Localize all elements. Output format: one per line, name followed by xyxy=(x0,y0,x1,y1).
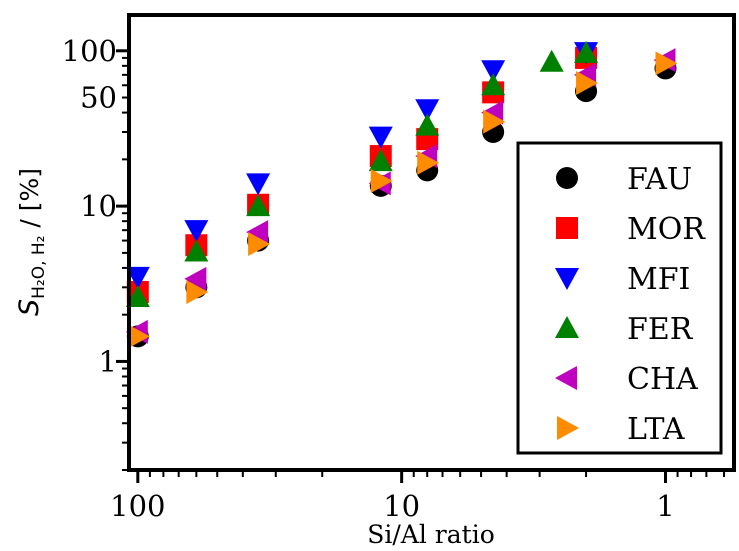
point-lta xyxy=(370,169,393,194)
legend-entry-fer: FER xyxy=(555,312,694,347)
point-fer xyxy=(574,40,599,63)
y-axis-label-unit: / [%] xyxy=(15,168,44,236)
point-fer xyxy=(125,284,150,307)
point-lta xyxy=(483,109,506,134)
legend-marker-mfi xyxy=(555,268,579,290)
legend-label-lta: LTA xyxy=(627,412,685,447)
point-fer xyxy=(184,239,209,262)
point-mfi xyxy=(415,99,440,122)
series-mfi xyxy=(125,42,599,289)
y-tick-label: 50 xyxy=(80,81,117,115)
plot-frame xyxy=(127,13,736,472)
x-axis-label: Si/Al ratio xyxy=(367,520,495,549)
y-axis-label-symbol: S xyxy=(14,299,45,316)
legend-marker-cha xyxy=(555,366,577,390)
point-lta xyxy=(576,71,599,96)
legend-entry-mfi: MFI xyxy=(555,262,690,297)
point-lta xyxy=(186,279,209,304)
x-tick-label: 10 xyxy=(383,489,420,523)
legend-marker-lta xyxy=(557,416,579,440)
legend-marker-mor xyxy=(556,217,578,239)
point-fer xyxy=(415,113,440,136)
y-tick-label: 100 xyxy=(62,34,117,68)
legend-label-fer: FER xyxy=(627,312,694,347)
point-mfi xyxy=(125,266,150,289)
point-mfi xyxy=(368,126,393,149)
x-tick-label: 1 xyxy=(656,489,674,523)
legend-entry-lta: LTA xyxy=(557,412,685,447)
point-mfi xyxy=(481,60,506,83)
y-axis-label: SH₂O, H₂ / [%] xyxy=(14,168,49,316)
legend-marker-fer xyxy=(555,316,579,338)
legend-entry-cha: CHA xyxy=(555,362,698,397)
point-mfi xyxy=(246,173,271,196)
point-cha xyxy=(246,220,269,245)
legend-marker-fau xyxy=(556,167,578,189)
point-lta xyxy=(248,232,271,257)
legend-frame xyxy=(516,141,723,455)
legend: FAU MOR MFI FER CHA LTA xyxy=(516,141,723,455)
point-mfi xyxy=(184,220,209,243)
x-tick-label: 100 xyxy=(110,489,165,523)
axis-ticks: 100 10 1 1 10 50 100 xyxy=(62,34,726,523)
point-cha xyxy=(184,266,207,291)
point-fer xyxy=(246,194,271,217)
legend-label-mor: MOR xyxy=(627,212,706,247)
point-lta xyxy=(655,51,678,76)
point-lta xyxy=(127,324,150,349)
point-fer xyxy=(539,49,564,72)
series-fer xyxy=(125,40,599,307)
point-lta xyxy=(417,150,440,175)
legend-entry-mor: MOR xyxy=(556,212,706,247)
series-lta xyxy=(127,51,678,349)
y-axis-label-subscript: H₂O, H₂ xyxy=(29,236,49,299)
legend-label-mfi: MFI xyxy=(627,262,690,297)
point-fer xyxy=(481,73,506,96)
point-fer xyxy=(368,149,393,172)
y-tick-label: 1 xyxy=(99,344,117,378)
legend-label-fau: FAU xyxy=(627,162,692,197)
y-tick-label: 10 xyxy=(80,189,117,223)
legend-label-cha: CHA xyxy=(627,362,698,397)
legend-entry-fau: FAU xyxy=(556,162,692,197)
data-points xyxy=(125,40,678,349)
